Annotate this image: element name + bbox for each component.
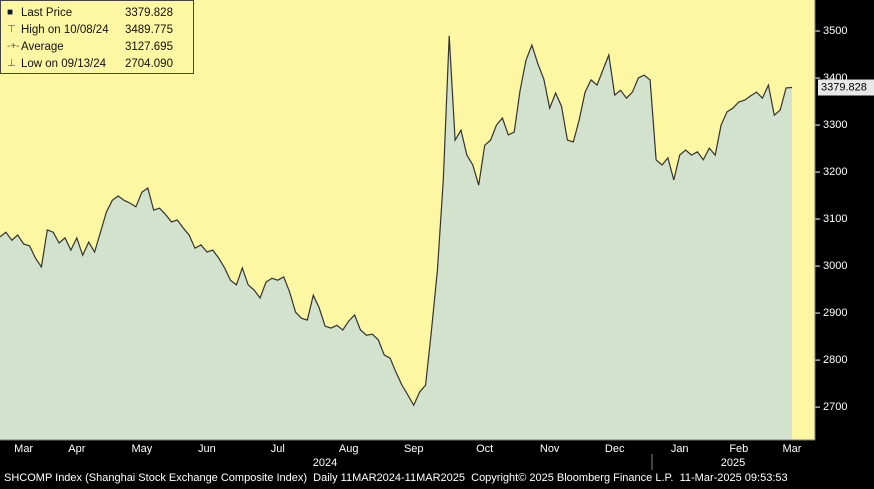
x-tick-label: Oct: [476, 443, 493, 455]
price-line: [0, 35, 793, 407]
x-tick-label: Jan: [671, 443, 689, 455]
y-tick-label: 3200: [823, 166, 847, 178]
legend-label: High on 10/08/24: [21, 23, 109, 36]
x-tick-label: May: [131, 443, 152, 455]
legend-value: 3127.695: [125, 40, 173, 53]
chart: 2024 2025 2700 2800 2900 3000 3100 3200 3300 34…: [0, 0, 874, 470]
x-tick-label: Apr: [68, 443, 85, 455]
legend-value: 3489.775: [125, 23, 173, 36]
legend: ■ Last Price 3379.828 ⊤ High on 10/08/24 348…: [0, 0, 194, 74]
footer: SHCOMP Index (Shanghai Stock Exchange Co…: [4, 472, 788, 484]
x-tick-label: Feb: [729, 443, 748, 455]
last-price-tag: [818, 79, 874, 96]
legend-row: ⊥ Low on 09/13/24 2704.090: [7, 57, 173, 70]
legend-row: ■ Last Price 3379.828: [7, 6, 173, 19]
legend-label: Average: [21, 40, 64, 53]
y-tick-label: 3000: [823, 260, 847, 272]
x-tick-label: Dec: [605, 443, 625, 455]
y-tick-label: 2800: [823, 354, 847, 366]
x-tick-label: Aug: [339, 443, 359, 455]
legend-row: ⊤ High on 10/08/24 3489.775: [7, 23, 173, 36]
y-tick-label: 3300: [823, 119, 847, 131]
y-tick-label: 3100: [823, 213, 847, 225]
x-tick-label: Mar: [783, 443, 802, 455]
legend-label: Last Price: [21, 6, 73, 19]
area-fill: [0, 35, 792, 441]
year-label: 2025: [721, 457, 745, 469]
x-tick-label: Sep: [404, 443, 424, 455]
year-label: 2024: [313, 457, 337, 469]
y-tick-label: 2700: [823, 401, 847, 413]
x-tick-label: Jun: [198, 443, 216, 455]
y-tick-label: 3500: [823, 25, 847, 37]
last-price-label: 3379.828: [821, 81, 867, 93]
x-tick-label: Nov: [540, 443, 560, 455]
legend-value: 3379.828: [125, 6, 173, 19]
legend-value: 2704.090: [125, 57, 173, 70]
x-tick-label: Mar: [14, 443, 33, 455]
legend-row: -+- Average 3127.695: [7, 40, 173, 53]
y-tick-label: 2900: [823, 307, 847, 319]
legend-label: Low on 09/13/24: [21, 57, 107, 70]
x-tick-label: Jul: [271, 443, 285, 455]
